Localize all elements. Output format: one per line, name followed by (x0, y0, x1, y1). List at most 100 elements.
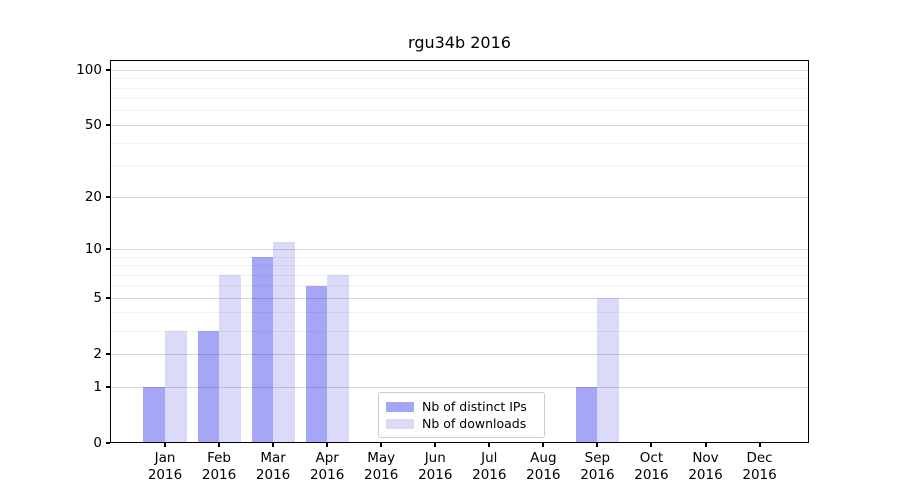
y-axis-tick-label: 20 (84, 189, 102, 206)
x-axis-tick-label: Mar 2016 (241, 450, 305, 484)
x-tick-mark (218, 443, 221, 447)
x-tick-month: Sep (584, 450, 611, 466)
x-tick-year: 2016 (201, 467, 237, 483)
y-tick-mark (106, 297, 110, 300)
bar-ips-mar (251, 257, 274, 443)
gridline-minor (111, 265, 808, 266)
x-tick-month: Aug (530, 450, 557, 466)
legend-item: Nb of distinct IPs (386, 398, 537, 414)
y-tick-mark (106, 386, 110, 388)
x-tick-mark (650, 443, 653, 447)
bar-ips-feb (197, 331, 220, 443)
chart-title: rgu34b 2016 (408, 33, 511, 52)
bar-downloads-feb (219, 275, 241, 443)
plot-area (110, 60, 809, 443)
gridline-major (111, 196, 808, 198)
x-tick-mark (596, 443, 599, 447)
x-tick-month: Mar (260, 450, 286, 466)
x-axis-tick-label: Feb 2016 (187, 450, 251, 484)
gridline-major (111, 69, 808, 71)
gridline-minor (111, 274, 808, 276)
y-axis-tick-label: 50 (84, 117, 102, 134)
x-tick-year: 2016 (309, 467, 345, 483)
x-axis-tick-label: Sep 2016 (565, 450, 629, 484)
x-tick-mark (380, 443, 383, 447)
x-tick-year: 2016 (526, 467, 561, 483)
y-axis-tick-label: 100 (76, 62, 102, 79)
x-axis-tick-label: Dec 2016 (728, 450, 792, 484)
legend-swatch-icon (386, 418, 414, 429)
gridline-minor (111, 330, 808, 332)
bar-ips-sep (575, 387, 598, 443)
gridline-minor (111, 110, 808, 112)
x-tick-year: 2016 (364, 467, 399, 483)
x-tick-month: Apr (315, 450, 339, 466)
gridline-minor (111, 78, 808, 80)
x-tick-year: 2016 (742, 467, 777, 483)
x-axis-tick-label: Oct 2016 (619, 450, 683, 484)
gridline-minor (111, 142, 808, 144)
legend-item: Nb of downloads (386, 415, 537, 431)
y-tick-mark (106, 69, 110, 72)
x-tick-mark (164, 443, 166, 447)
y-axis-tick-label: 5 (93, 290, 102, 307)
gridline-minor (111, 87, 808, 89)
bar-ips-apr (305, 285, 328, 443)
x-tick-month: Jun (424, 450, 446, 466)
x-axis-tick-label: Nov 2016 (674, 450, 738, 484)
gridline-major (111, 124, 808, 126)
bar-downloads-apr (327, 275, 349, 443)
x-tick-year: 2016 (472, 467, 507, 483)
gridline-minor (111, 312, 808, 314)
gridline-major (111, 386, 808, 388)
x-tick-mark (434, 443, 437, 447)
x-tick-year: 2016 (255, 467, 291, 483)
legend: Nb of distinct IPs Nb of downloads (378, 392, 545, 438)
x-axis-tick-label: May 2016 (349, 450, 413, 484)
gridline-major (111, 297, 808, 299)
x-tick-year: 2016 (580, 467, 615, 483)
gridline-minor (111, 98, 808, 100)
gridline-major (111, 353, 808, 355)
y-tick-mark (106, 442, 110, 444)
y-tick-mark (106, 353, 110, 356)
x-tick-month: Dec (746, 450, 773, 466)
x-tick-month: Nov (692, 450, 719, 466)
x-tick-mark (542, 443, 545, 447)
x-tick-mark (704, 443, 707, 447)
gridline-minor (111, 165, 808, 167)
y-axis-tick-label: 1 (93, 379, 102, 395)
legend-label: Nb of distinct IPs (422, 398, 527, 414)
x-tick-month: Feb (207, 450, 231, 466)
bar-ips-jan (143, 387, 165, 443)
y-tick-mark (106, 248, 110, 251)
x-tick-mark (758, 443, 761, 447)
x-tick-year: 2016 (688, 467, 723, 483)
x-tick-month: Oct (639, 450, 664, 466)
bar-downloads-sep (597, 298, 619, 443)
bar-downloads-mar (273, 242, 295, 443)
x-axis-tick-label: Jan 2016 (133, 450, 197, 484)
x-tick-year: 2016 (418, 467, 453, 483)
x-axis-tick-label: Jun 2016 (403, 450, 467, 484)
gridline-minor (111, 285, 808, 287)
x-axis-tick-label: Apr 2016 (295, 450, 359, 484)
gridline-major (111, 248, 808, 250)
x-tick-mark (488, 443, 491, 447)
y-tick-mark (106, 196, 110, 199)
legend-swatch-icon (386, 401, 414, 412)
y-tick-mark (106, 124, 110, 127)
y-axis-tick-label: 0 (93, 435, 102, 451)
x-tick-mark (326, 443, 329, 447)
x-tick-month: May (367, 450, 396, 466)
x-tick-year: 2016 (147, 467, 183, 483)
legend-label: Nb of downloads (422, 415, 527, 431)
x-tick-month: Jan (154, 450, 176, 466)
x-tick-month: Jul (481, 450, 498, 466)
x-tick-year: 2016 (634, 467, 669, 483)
y-axis-tick-label: 2 (93, 346, 102, 363)
y-axis-tick-label: 10 (84, 241, 102, 258)
bar-downloads-jan (165, 331, 187, 443)
x-tick-mark (272, 443, 275, 447)
